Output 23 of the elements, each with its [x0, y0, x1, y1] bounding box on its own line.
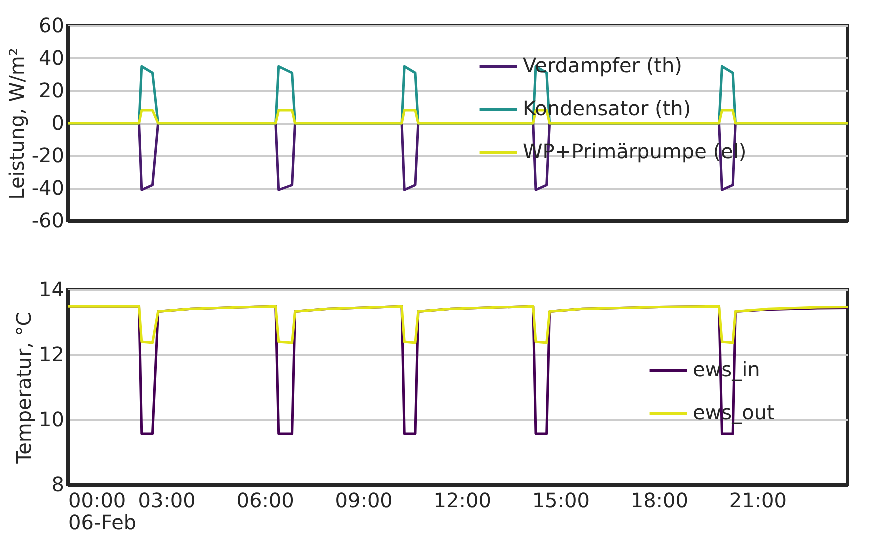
- y-tick-label: 40: [39, 46, 64, 70]
- x-tick-label: 09:00: [335, 488, 393, 512]
- x-tick-label: 15:00: [532, 488, 590, 512]
- line-series: [66, 305, 850, 344]
- y-axis-title: Temperatur, °C: [12, 312, 36, 465]
- x-tick-label: 00:00 06-Feb: [68, 488, 137, 534]
- y-tick-label: 10: [39, 408, 64, 432]
- y-axis-title: Leistung, W/m²: [4, 48, 29, 200]
- y-tick-label: 0: [52, 111, 64, 135]
- y-tick-label: -60: [32, 208, 64, 232]
- x-tick-label: 12:00: [434, 488, 492, 512]
- y-tick-label: 60: [39, 14, 64, 38]
- legend-label: Verdampfer (th): [523, 54, 682, 78]
- x-tick-label: 21:00: [729, 488, 788, 512]
- y-tick-label: 14: [39, 278, 64, 302]
- y-tick-label: 12: [39, 342, 64, 366]
- y-tick-label: 8: [52, 472, 64, 496]
- x-tick-label: 06:00: [236, 488, 294, 512]
- x-tick-label: 03:00: [138, 488, 196, 512]
- y-tick-label: -40: [32, 176, 64, 200]
- y-tick-label: -20: [32, 144, 64, 168]
- y-tick-label: 20: [39, 78, 64, 102]
- x-tick-label: 18:00: [630, 488, 688, 512]
